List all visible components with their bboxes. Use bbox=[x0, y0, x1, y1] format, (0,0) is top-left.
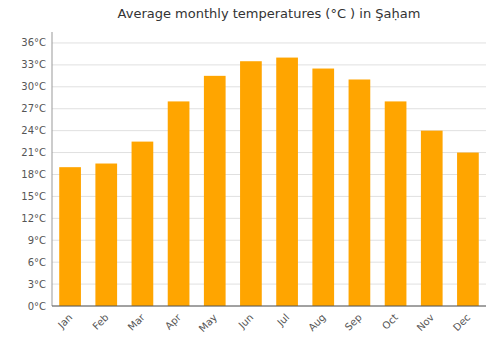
y-axis: 0°C 3°C 6°C 9°C 12°C 15°C 18°C 21°C 24°C 27°C 30°C… bbox=[21, 32, 52, 312]
y-tick-label: 12°C bbox=[21, 213, 46, 224]
x-tick-label: Feb bbox=[90, 312, 110, 332]
grid-line bbox=[52, 108, 486, 109]
bar bbox=[168, 101, 190, 306]
x-tick-label: Mar bbox=[126, 311, 148, 333]
bar bbox=[385, 101, 407, 306]
y-tick-label: 3°C bbox=[28, 279, 46, 290]
grid-line bbox=[52, 306, 486, 307]
bar bbox=[204, 76, 226, 306]
x-tick-label: Jul bbox=[274, 312, 291, 329]
x-tick-label: Oct bbox=[380, 312, 400, 332]
bar bbox=[421, 131, 443, 306]
grid-line bbox=[52, 86, 486, 87]
y-axis-line bbox=[52, 32, 53, 306]
chart: Average monthly temperatures (°C ) in Şa… bbox=[0, 0, 500, 350]
chart-container: Average monthly temperatures (°C ) in Şa… bbox=[0, 0, 500, 350]
x-axis-line bbox=[52, 306, 486, 307]
y-tick-label: 18°C bbox=[21, 169, 46, 180]
y-tick-label: 24°C bbox=[21, 125, 46, 136]
bar bbox=[349, 79, 371, 306]
x-tick-label: Jan bbox=[55, 312, 74, 331]
x-tick-label: Nov bbox=[415, 312, 437, 334]
grid bbox=[52, 43, 486, 306]
y-tick-label: 0°C bbox=[28, 301, 46, 312]
x-tick-label: Dec bbox=[451, 312, 472, 333]
x-tick-label: Aug bbox=[306, 312, 328, 334]
x-tick-label: Apr bbox=[163, 311, 184, 332]
grid-line bbox=[52, 42, 486, 43]
y-tick-label: 36°C bbox=[21, 37, 46, 48]
bar bbox=[312, 69, 334, 306]
x-tick-label: May bbox=[197, 312, 219, 334]
x-axis: Jan Feb Mar Apr May Jun Jul Aug Sep Oct Nov Dec bbox=[52, 306, 486, 334]
bar bbox=[276, 58, 298, 306]
y-tick-label: 15°C bbox=[21, 191, 46, 202]
x-tick-label: Sep bbox=[343, 312, 364, 333]
bars bbox=[59, 58, 479, 306]
bar bbox=[240, 61, 262, 306]
y-tick-label: 21°C bbox=[21, 147, 46, 158]
grid-line bbox=[52, 64, 486, 65]
y-tick-label: 33°C bbox=[21, 59, 46, 70]
y-tick-label: 30°C bbox=[21, 81, 46, 92]
bar bbox=[457, 153, 479, 306]
title: Average monthly temperatures (°C ) in Şa… bbox=[118, 6, 421, 21]
x-tick-label: Jun bbox=[236, 312, 256, 332]
bar bbox=[132, 142, 154, 306]
y-tick-label: 27°C bbox=[21, 103, 46, 114]
y-tick-label: 6°C bbox=[28, 257, 46, 268]
y-tick-label: 9°C bbox=[28, 235, 46, 246]
bar bbox=[95, 164, 117, 306]
bar bbox=[59, 167, 81, 306]
